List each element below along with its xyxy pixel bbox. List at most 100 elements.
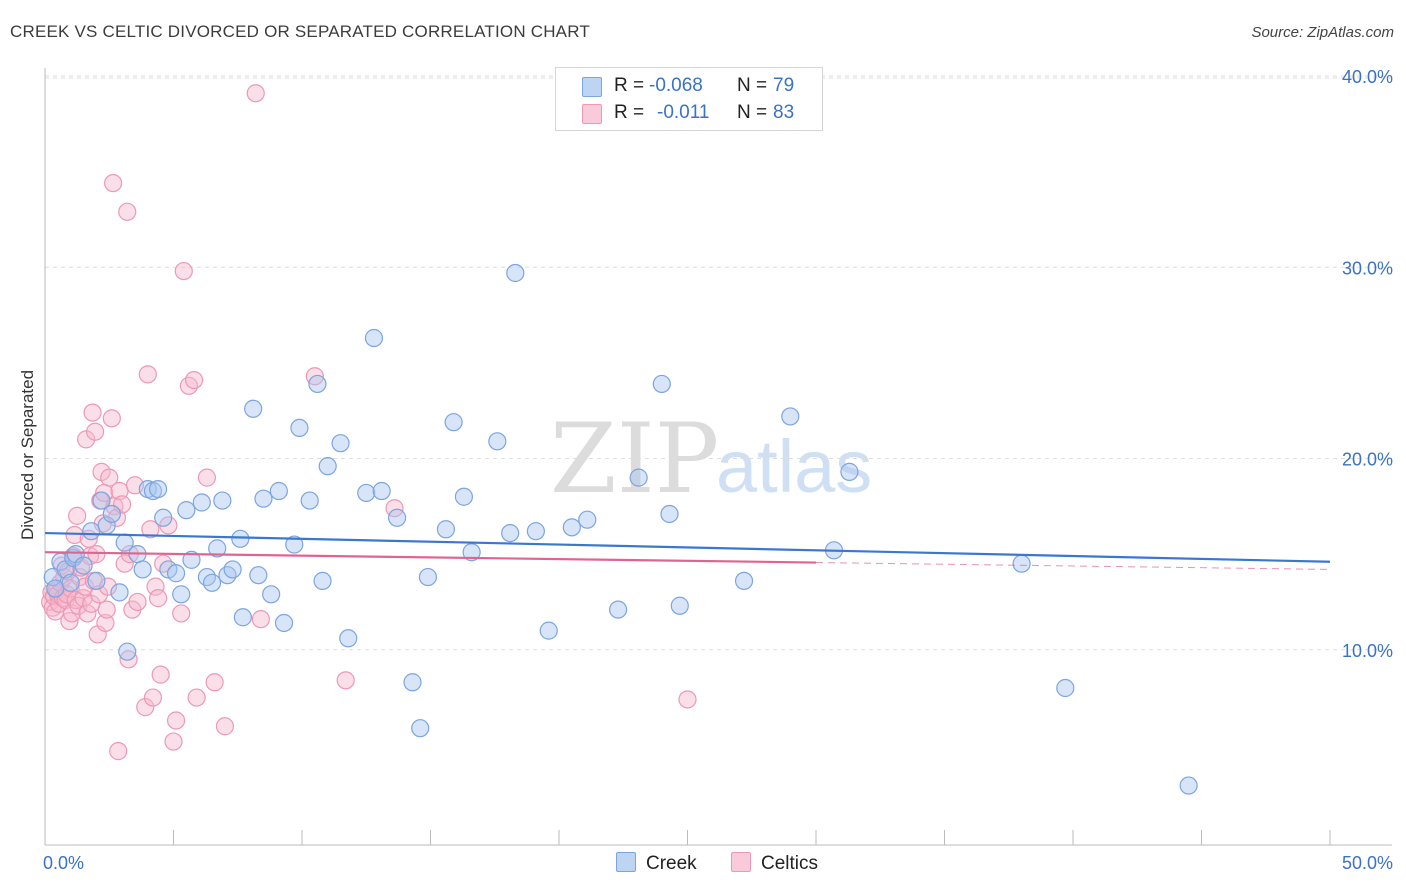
legend-item-creek: Creek [616, 852, 697, 875]
celtics-point [143, 688, 163, 707]
celtics-r-label: R = [614, 102, 645, 123]
creek-point [357, 483, 376, 503]
creek-point [46, 579, 65, 598]
celtics-point [141, 520, 160, 539]
creek-point [652, 374, 671, 394]
creek-n-label: N = [737, 75, 768, 96]
creek-point [192, 493, 211, 512]
creek-point [172, 585, 191, 604]
celtics-point [172, 604, 191, 623]
gridlines [45, 75, 1392, 651]
trend-lines [44, 531, 1331, 570]
creek-point [387, 508, 407, 527]
creek-point [213, 491, 232, 510]
legend-row-celtics: R = -0.011 N = 83 [556, 100, 822, 128]
creek-point [244, 399, 263, 418]
celtics-n-value: 83 [773, 102, 795, 123]
celtics-point [678, 690, 697, 709]
creek-point [254, 489, 273, 508]
creek-point [92, 491, 111, 510]
celtics-point [166, 711, 186, 730]
celtics-point [102, 409, 121, 428]
celtics-point [174, 261, 193, 281]
creek-n-value: 79 [773, 75, 795, 96]
celtics-point [184, 370, 204, 390]
creek-point [506, 263, 525, 283]
chart-title: CREEK VS CELTIC DIVORCED OR SEPARATED CO… [10, 22, 590, 41]
watermark: ZIP atlas [550, 403, 872, 515]
celtics-point [251, 610, 270, 629]
creek-point [166, 564, 186, 583]
creek-point [233, 608, 252, 627]
creek-point [274, 613, 294, 633]
creek-point [526, 522, 545, 541]
creek-r-label: R = [614, 75, 645, 96]
celtics-point [78, 604, 97, 623]
creek-point [318, 457, 337, 476]
creek-point [539, 621, 558, 640]
celtics-point [100, 468, 119, 487]
celtics-point [118, 202, 137, 221]
creek-point [364, 328, 384, 348]
creek-point [331, 434, 350, 453]
y-tick-label-30: 30.0% [1342, 258, 1393, 278]
creek-swatch [582, 77, 602, 97]
creek-point [231, 529, 250, 548]
celtics-point [83, 403, 102, 422]
creek-point [87, 571, 106, 591]
celtics-point [164, 732, 183, 751]
creek-legend-label: Creek [646, 853, 697, 874]
y-tick-labels: 10.0% 20.0% 30.0% 40.0% [1342, 67, 1393, 661]
celtics-point [75, 577, 94, 596]
creek-point [562, 518, 581, 537]
celtics-point [109, 742, 128, 761]
celtics-point [104, 174, 123, 193]
creek-point [110, 583, 129, 602]
celtics-trend-line-extension [815, 562, 1331, 570]
creek-point [197, 567, 217, 587]
x-tick-labels: 0.0% 50.0% [43, 853, 1393, 873]
watermark-zip: ZIP [550, 403, 719, 515]
celtics-point [97, 600, 116, 619]
celtics-point [179, 376, 199, 395]
celtics-point [197, 468, 217, 487]
creek-point [269, 481, 288, 501]
celtics-point [205, 673, 224, 692]
celtics-point [68, 506, 87, 525]
creek-point [411, 719, 430, 738]
celtics-point [128, 592, 147, 612]
x-tick-label-max: 50.0% [1342, 853, 1393, 873]
y-tick-label-20: 20.0% [1342, 450, 1393, 470]
creek-point [208, 539, 227, 558]
correlation-legend: R = -0.068 N = 79 R = -0.011 N = 83 [555, 67, 823, 131]
creek-point [1179, 776, 1198, 795]
creek-point [781, 407, 800, 426]
creek-point [444, 413, 463, 432]
creek-point [1056, 678, 1075, 698]
creek-point [840, 462, 859, 481]
celtics-swatch [582, 104, 602, 124]
creek-point [578, 510, 597, 529]
celtics-point [86, 422, 105, 441]
celtics-point [148, 589, 168, 608]
creek-point [308, 374, 327, 394]
creek-point [148, 480, 168, 499]
creek-point [182, 550, 201, 569]
creek-point [372, 481, 391, 501]
creek-point [670, 596, 689, 615]
creek-point [454, 487, 474, 506]
axes [44, 68, 1392, 846]
celtics-legend-swatch [731, 852, 751, 872]
celtics-point [336, 671, 355, 690]
creek-point [102, 504, 121, 524]
celtics-point [187, 688, 206, 707]
creek-point [339, 629, 358, 648]
creek-point [462, 543, 481, 562]
creek-point [403, 673, 422, 692]
y-tick-label-40: 40.0% [1342, 67, 1393, 87]
celtics-point [246, 84, 265, 103]
celtics-point [96, 613, 115, 633]
creek-point [1012, 554, 1031, 573]
celtics-point [154, 554, 173, 573]
